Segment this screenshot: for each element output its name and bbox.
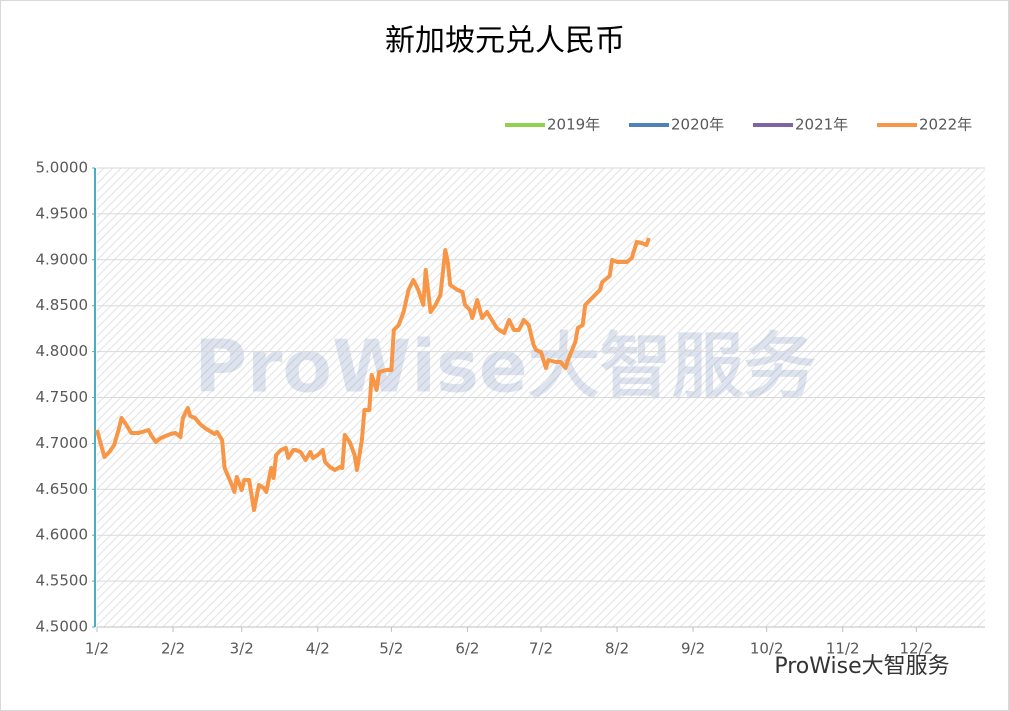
legend-label: 2021年 — [795, 116, 848, 134]
y-tick-label: 4.8000 — [36, 342, 89, 360]
x-tick-label: 1/2 — [85, 640, 109, 658]
y-tick-label: 4.9000 — [36, 250, 89, 268]
x-tick-label: 9/2 — [681, 640, 705, 658]
x-tick-label: 7/2 — [529, 640, 553, 658]
y-tick-label: 4.5000 — [36, 618, 89, 636]
grid: 4.5000 4.5500 4.6000 4.6500 4.7000 4.7500 4.80… — [36, 159, 985, 658]
x-tick-label: 3/2 — [230, 640, 254, 658]
y-tick-label: 4.7500 — [36, 388, 89, 406]
y-tick-label: 4.8500 — [36, 296, 89, 314]
legend-label: 2020年 — [671, 116, 724, 134]
legend: 2019年 2020年 2021年 2022年 — [505, 116, 972, 134]
chart-title: 新加坡元兑人民币 — [385, 24, 625, 59]
x-tick-label: 2/2 — [161, 640, 185, 658]
y-tick-label: 5.0000 — [36, 159, 89, 177]
x-tick-label: 4/2 — [306, 640, 330, 658]
x-tick-label: 5/2 — [379, 640, 403, 658]
x-tick-label: 6/2 — [455, 640, 479, 658]
legend-label: 2019年 — [547, 116, 600, 134]
y-tick-label: 4.7000 — [36, 434, 89, 452]
x-tick-label: 12/2 — [899, 640, 933, 658]
series-line — [95, 237, 651, 512]
x-tick-label: 8/2 — [605, 640, 629, 658]
y-tick-label: 4.9500 — [36, 204, 89, 222]
x-tick-label: 10/2 — [750, 640, 784, 658]
legend-label: 2022年 — [919, 116, 972, 134]
y-tick-label: 4.6000 — [36, 526, 89, 544]
y-tick-label: 4.5500 — [36, 572, 89, 590]
y-tick-label: 4.6500 — [36, 480, 89, 498]
footer-watermark: ProWise大智服务 — [774, 654, 949, 679]
x-tick-label: 11/2 — [826, 640, 860, 658]
marks — [95, 237, 651, 512]
watermark: ProWise大智服务 — [194, 325, 816, 409]
